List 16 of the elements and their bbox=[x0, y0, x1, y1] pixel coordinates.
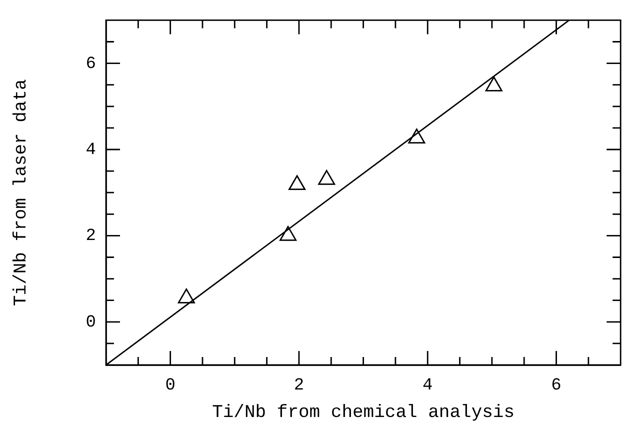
point bbox=[408, 128, 426, 144]
y-axis-title: Ti/Nb from laser data bbox=[12, 78, 32, 306]
x-tick-label: 0 bbox=[165, 376, 176, 396]
y-tick-label: 2 bbox=[86, 227, 96, 246]
point bbox=[280, 226, 297, 241]
x-tick-label: 6 bbox=[551, 376, 562, 396]
y-tick-label: 0 bbox=[86, 313, 96, 332]
point bbox=[318, 170, 336, 185]
point bbox=[288, 175, 306, 190]
y-tick-label: 4 bbox=[86, 141, 96, 160]
point bbox=[485, 76, 502, 92]
x-axis-title: Ti/Nb from chemical analysis bbox=[212, 402, 515, 423]
point bbox=[178, 288, 195, 304]
x-tick-label: 4 bbox=[422, 376, 433, 396]
y-tick-label: 6 bbox=[86, 54, 96, 74]
x-tick-label: 2 bbox=[294, 376, 304, 396]
